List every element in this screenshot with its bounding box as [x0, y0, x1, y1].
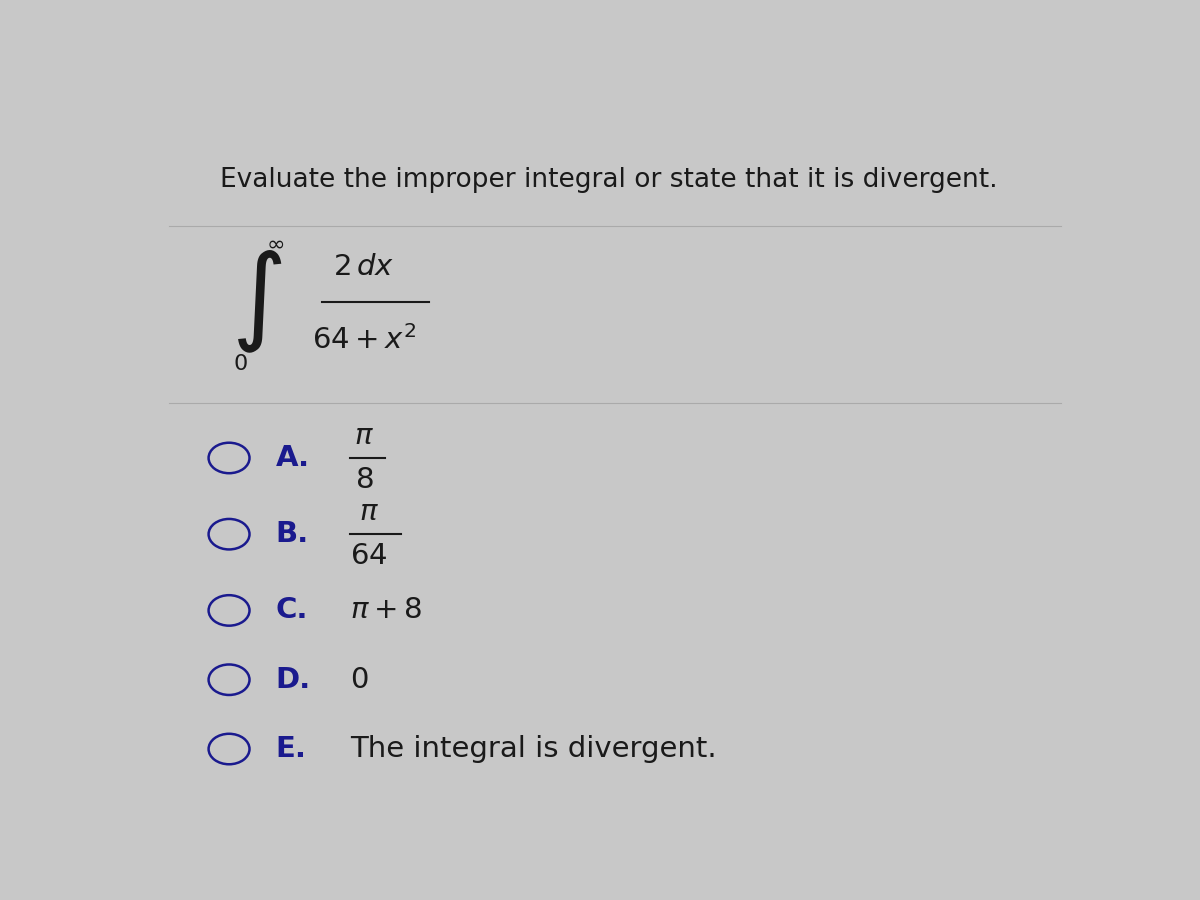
Text: C.: C.: [276, 597, 308, 625]
Text: $8$: $8$: [354, 466, 373, 494]
Text: $\pi$: $\pi$: [359, 498, 378, 526]
Text: $64 + x^2$: $64 + x^2$: [312, 325, 416, 356]
Text: B.: B.: [276, 520, 308, 548]
Text: The integral is divergent.: The integral is divergent.: [350, 735, 716, 763]
Text: $\int$: $\int$: [232, 248, 282, 356]
Text: $0$: $0$: [233, 355, 247, 374]
Text: $\infty$: $\infty$: [266, 233, 284, 253]
Text: $\pi$: $\pi$: [354, 422, 374, 450]
Text: A.: A.: [276, 444, 310, 472]
Text: E.: E.: [276, 735, 306, 763]
Text: $64$: $64$: [350, 543, 388, 571]
Text: D.: D.: [276, 666, 311, 694]
Text: $0$: $0$: [350, 666, 368, 694]
Text: Evaluate the improper integral or state that it is divergent.: Evaluate the improper integral or state …: [220, 166, 997, 193]
Text: $\pi + 8$: $\pi + 8$: [350, 597, 422, 625]
Text: $2\,dx$: $2\,dx$: [334, 254, 395, 282]
